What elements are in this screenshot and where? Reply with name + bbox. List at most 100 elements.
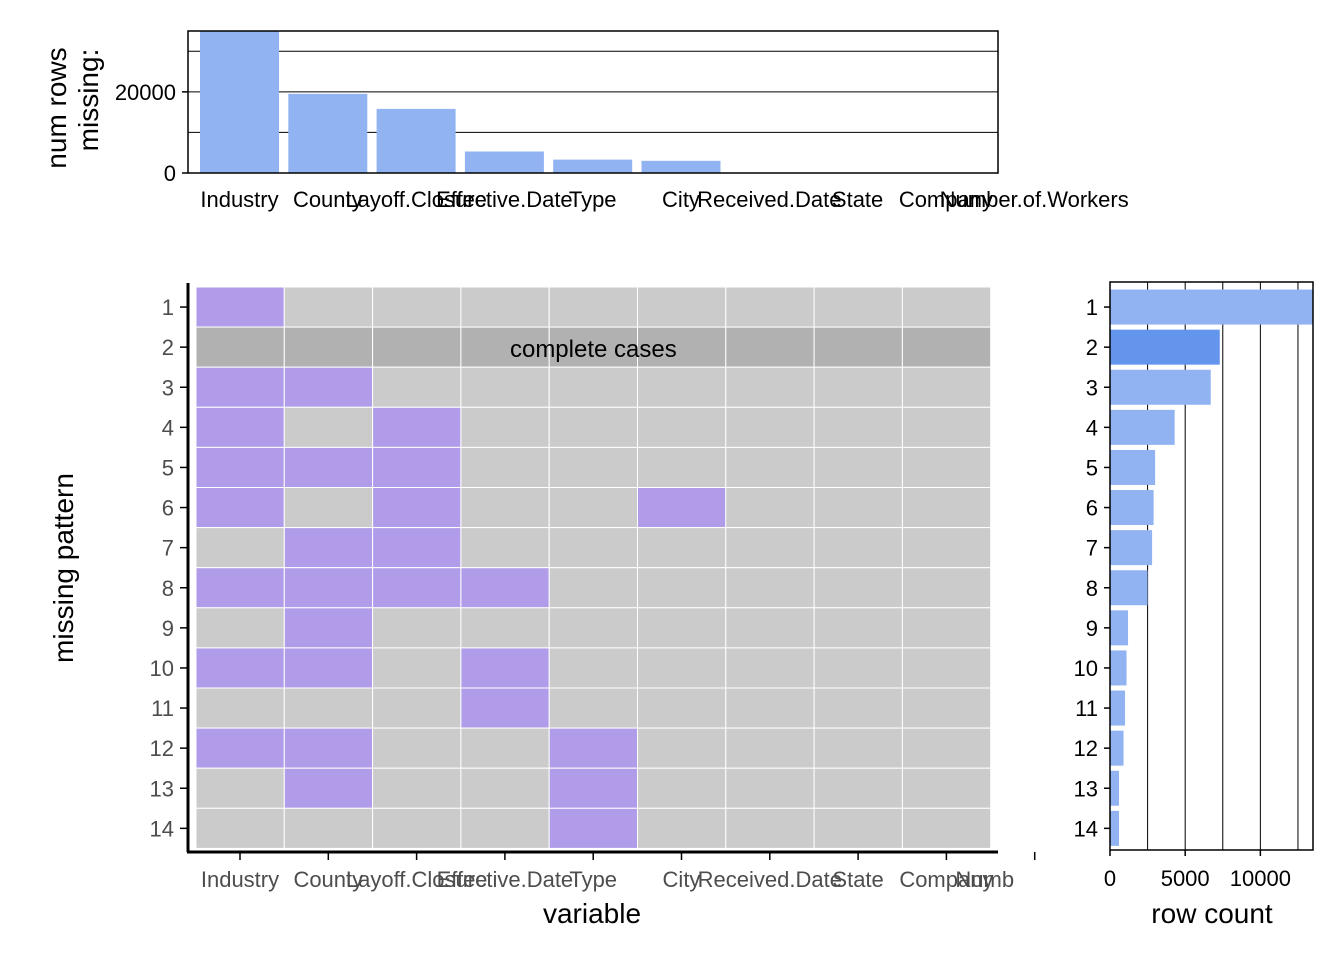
missing-cell: [195, 286, 285, 328]
present-cell: [460, 366, 550, 408]
present-cell: [548, 366, 639, 408]
missing-cell: [372, 527, 462, 569]
present-cell: [372, 727, 462, 769]
present-cell: [637, 727, 727, 769]
row-count-bar-14: [1110, 810, 1120, 846]
present-cell: [813, 366, 903, 408]
heatmap-y-tick-label: 8: [162, 576, 174, 601]
top-y-tick-label: 20000: [115, 80, 176, 105]
present-cell: [813, 687, 903, 729]
heatmap-x-tick-labels: Industry CountyLayoff.ClosureEffective.Da…: [201, 867, 1115, 892]
missing-cell: [195, 366, 285, 408]
present-cell: [372, 767, 462, 809]
present-cell: [283, 487, 374, 529]
heatmap-y-axis-title: missing pattern: [48, 473, 79, 663]
row-count-bar-6: [1110, 490, 1154, 526]
top-bar-county: [288, 93, 368, 173]
missing-cell: [548, 807, 639, 849]
top-x-tick-label: Received.Date: [697, 187, 841, 212]
top-x-tick-label: Number.of.Workers: [940, 187, 1129, 212]
present-cell: [283, 807, 374, 849]
row-count-bar-4: [1110, 409, 1175, 445]
side-y-tick-label: 14: [1074, 816, 1098, 841]
present-cell: [372, 647, 462, 689]
present-cell: [813, 807, 903, 849]
heatmap-y-tick-label: 1: [162, 295, 174, 320]
heatmap-y-tick-label: 3: [162, 375, 174, 400]
present-cell: [901, 727, 992, 769]
side-y-tick-label: 10: [1074, 656, 1098, 681]
present-cell: [460, 487, 550, 529]
present-cell: [372, 687, 462, 729]
present-cell: [548, 607, 639, 649]
row-count-bar-1: [1110, 289, 1313, 325]
heatmap-y-tick-label: 11: [151, 696, 174, 721]
present-cell: [460, 527, 550, 569]
missing-cell: [548, 727, 639, 769]
present-cell: [813, 727, 903, 769]
present-cell: [813, 487, 903, 529]
top-plot-border: [187, 30, 999, 174]
missing-cell: [283, 767, 374, 809]
top-x-tick-label: City: [662, 187, 700, 212]
present-cell: [460, 406, 550, 448]
top-x-tick-label: State: [832, 187, 883, 212]
present-cell: [460, 446, 550, 488]
present-cell: [901, 446, 992, 488]
side-x-axis-title: row count: [1151, 898, 1273, 929]
missing-cell: [372, 446, 462, 488]
side-y-tick-label: 3: [1086, 375, 1098, 400]
present-cell: [548, 446, 639, 488]
heatmap-y-tick-label: 13: [150, 776, 174, 801]
side-y-tick-label: 5: [1086, 455, 1098, 480]
present-cell: [548, 487, 639, 529]
side-y-tick-label: 6: [1086, 496, 1098, 521]
missing-cell: [283, 527, 374, 569]
heatmap-y-tick-label: 10: [150, 656, 174, 681]
present-cell: [637, 767, 727, 809]
row-count-bar-9: [1110, 610, 1129, 646]
present-cell: [283, 406, 374, 448]
top-x-tick-label: Industry: [200, 187, 278, 212]
present-cell: [637, 286, 727, 328]
heatmap-x-tick-label: Received.Date: [698, 867, 842, 892]
present-cell: [725, 286, 815, 328]
top-x-tick-label: Company: [899, 187, 993, 212]
present-cell: [901, 607, 992, 649]
present-cell: [725, 406, 815, 448]
missing-cell: [283, 366, 374, 408]
present-cell: [548, 527, 639, 569]
present-cell: [372, 286, 462, 328]
top-y-axis-title-line2: missing:: [73, 49, 104, 152]
missing-cell: [637, 487, 727, 529]
heatmap-y-tick-label: 4: [162, 415, 174, 440]
present-cell: [460, 607, 550, 649]
present-cell: [813, 767, 903, 809]
present-cell: [637, 807, 727, 849]
present-cell: [901, 767, 992, 809]
present-cell: [637, 567, 727, 609]
present-cell: [637, 607, 727, 649]
side-x-tick-label: 0: [1104, 866, 1116, 891]
complete-case-cell: [195, 326, 285, 368]
top-bar-type: [553, 159, 633, 173]
heatmap-y-tick-label: 12: [150, 736, 174, 761]
missing-cell: [548, 767, 639, 809]
missing-cell: [195, 647, 285, 689]
side-x-tick-label: 5000: [1161, 866, 1210, 891]
missing-cell: [460, 567, 550, 609]
heatmap-x-tick-label: Company: [899, 867, 993, 892]
present-cell: [725, 446, 815, 488]
missing-cell: [283, 446, 374, 488]
missing-cell: [460, 687, 550, 729]
complete-case-cell: [901, 326, 992, 368]
present-cell: [283, 286, 374, 328]
heatmap-x-tick-label: Number.of.Work: [955, 867, 1115, 892]
present-cell: [813, 286, 903, 328]
present-cell: [548, 687, 639, 729]
missing-cell: [372, 406, 462, 448]
missing-cell: [372, 487, 462, 529]
present-cell: [901, 567, 992, 609]
present-cell: [725, 687, 815, 729]
heatmap-x-tick-label: Type: [569, 867, 617, 892]
